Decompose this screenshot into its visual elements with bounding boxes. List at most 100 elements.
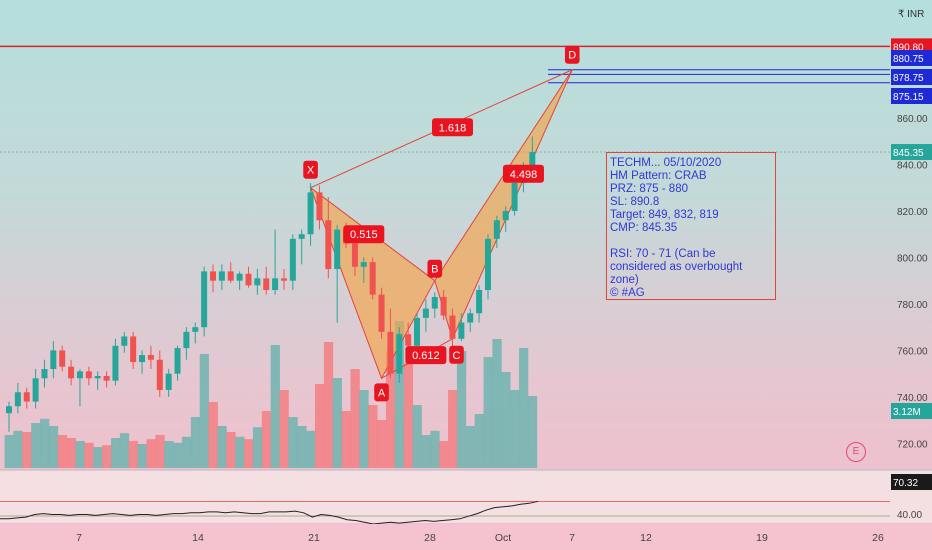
info-line: SL: 890.8 [610, 196, 660, 208]
pattern-point-c-bg [449, 345, 464, 364]
candle-body [59, 350, 66, 367]
candle-body [103, 375, 110, 381]
candle-body [289, 238, 296, 281]
candle-body [32, 378, 39, 402]
candle-body [502, 210, 509, 221]
candle-body [14, 392, 21, 407]
ratio-label: 1.618 [439, 122, 467, 134]
volume-bar [315, 384, 325, 468]
pattern-point-b: B [431, 264, 438, 276]
ratio-label-bg [343, 225, 385, 244]
candle-body [387, 331, 394, 374]
pattern-point-c: C [453, 350, 461, 362]
volume-bar [306, 430, 316, 468]
info-line: PRZ: 875 - 880 [610, 183, 688, 195]
level-badge-prz-mid-bg [891, 69, 932, 85]
earnings-badge[interactable]: E [846, 442, 866, 462]
volume-badge: 3.12M [893, 407, 921, 418]
ratio-label: 4.498 [510, 169, 538, 181]
price-tick-label: 800.00 [897, 253, 928, 264]
rsi-panel-bg [0, 470, 932, 523]
candle-body [156, 359, 163, 390]
candle-body [316, 192, 323, 221]
volume-bar [279, 390, 289, 468]
volume-bar [173, 442, 183, 468]
ratio-label: 0.612 [412, 350, 440, 362]
price-tick-label: 780.00 [897, 300, 928, 311]
candle-body [422, 308, 429, 318]
volume-bar [323, 342, 334, 468]
candle-body [351, 243, 358, 267]
volume-bar [421, 435, 431, 468]
volume-bar [84, 442, 94, 468]
candle-body [298, 234, 305, 239]
volume-bar [40, 418, 50, 468]
candle-body [121, 336, 128, 346]
volume-bar [22, 432, 32, 468]
info-line: Target: 849, 832, 819 [610, 209, 719, 221]
candle-body [23, 392, 30, 402]
date-axis-bg [0, 524, 932, 550]
ratio-label-bg [405, 346, 447, 365]
date-tick-label: Oct [495, 532, 511, 544]
candle-body [440, 296, 447, 316]
info-line: TECHM... 05/10/2020 [610, 157, 722, 169]
info-line [610, 235, 772, 248]
candle-body [529, 152, 536, 167]
volume-badge-bg [891, 403, 932, 419]
pattern-point-b-bg [427, 259, 443, 278]
level-badge-prz-high-bg [891, 50, 932, 66]
date-tick-label: 14 [192, 532, 204, 544]
candle-body [6, 406, 12, 414]
volume-bar [244, 439, 254, 468]
candle-body [493, 220, 500, 239]
volume-bar [359, 390, 369, 468]
info-line: HM Pattern: CRAB [610, 170, 707, 182]
level-badge-last-price: 845.35 [893, 148, 924, 159]
volume-bar [235, 436, 245, 468]
volume-bar [483, 357, 493, 468]
candle-body [272, 278, 279, 290]
volume-bar [261, 411, 272, 468]
candle-body [130, 336, 137, 363]
level-badge-prz-low-bg [891, 88, 932, 104]
level-badge-last-price-bg [891, 144, 932, 161]
volume-bar [430, 430, 440, 468]
volume-bar [474, 414, 484, 468]
date-tick-label: 7 [76, 532, 82, 544]
candle-body [369, 262, 376, 295]
candle-body [112, 345, 119, 381]
candle-body [147, 355, 154, 360]
pattern-point-d: D [568, 50, 576, 62]
candle-body [236, 273, 243, 281]
rsi-value-badge-bg [891, 474, 932, 490]
volume-bar [270, 345, 280, 468]
pattern-point-a-bg [374, 383, 389, 402]
volume-bar [368, 405, 378, 468]
candle-body [165, 373, 172, 390]
candle-body [396, 334, 403, 374]
candle-body [511, 183, 518, 211]
volume-bar [519, 348, 529, 468]
ratio-label-bg [432, 118, 473, 137]
volume-bar [75, 441, 85, 468]
level-badge-prz-high: 880.75 [893, 54, 924, 65]
volume-bar [377, 420, 387, 468]
currency-label: ₹ INR [898, 9, 925, 20]
volume-bar [190, 417, 201, 468]
volume-bar [164, 441, 174, 468]
candle-body [245, 273, 252, 286]
volume-bar [155, 435, 165, 468]
candle-body [139, 355, 146, 363]
candle-body [227, 271, 234, 281]
volume-bar [332, 378, 343, 468]
volume-bar [102, 445, 112, 468]
candle-body [254, 278, 261, 286]
volume-bar [527, 396, 538, 468]
volume-bar [119, 433, 130, 468]
volume-bar [501, 372, 511, 468]
candle-body [458, 322, 465, 339]
pattern-point-d-bg [564, 45, 580, 64]
